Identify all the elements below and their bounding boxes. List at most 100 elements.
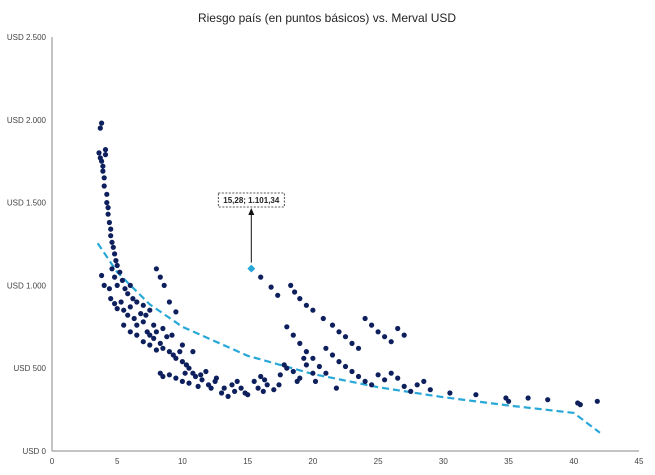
data-point xyxy=(251,378,257,384)
data-point xyxy=(190,370,196,376)
data-point xyxy=(225,393,231,399)
data-point xyxy=(134,299,140,305)
data-point xyxy=(157,370,163,376)
data-point xyxy=(276,382,282,388)
data-point xyxy=(198,372,204,378)
data-point xyxy=(229,382,235,388)
data-point xyxy=(310,370,316,376)
data-point xyxy=(157,274,163,280)
data-point xyxy=(108,226,114,232)
y-tick-label: USD 2.000 xyxy=(7,116,47,125)
data-point xyxy=(447,390,453,396)
data-point xyxy=(160,325,166,332)
data-point xyxy=(99,272,105,279)
data-point xyxy=(130,296,136,302)
data-point xyxy=(255,385,261,391)
data-point xyxy=(138,311,144,317)
data-point xyxy=(114,262,120,269)
data-point xyxy=(275,292,281,298)
data-point xyxy=(134,332,140,338)
data-point xyxy=(179,378,185,384)
data-point xyxy=(395,375,401,381)
data-point xyxy=(219,390,225,396)
data-point xyxy=(173,355,179,361)
data-point xyxy=(110,244,116,250)
x-tick-label: 25 xyxy=(374,457,383,466)
data-point xyxy=(382,377,388,383)
data-point xyxy=(401,332,407,338)
data-point xyxy=(349,368,355,375)
data-point xyxy=(109,239,115,245)
data-point xyxy=(140,319,146,325)
data-point xyxy=(112,251,118,257)
data-point xyxy=(102,152,109,158)
data-point xyxy=(166,299,172,305)
data-point xyxy=(473,392,479,398)
data-point xyxy=(297,340,303,346)
data-point xyxy=(342,363,349,370)
data-point xyxy=(179,342,185,348)
data-point xyxy=(401,383,407,389)
data-point xyxy=(106,219,112,226)
data-point xyxy=(301,355,307,361)
data-point xyxy=(290,332,296,338)
data-point xyxy=(342,334,349,340)
data-point xyxy=(109,266,115,272)
data-point xyxy=(96,150,102,156)
data-point xyxy=(101,282,107,288)
data-point xyxy=(140,302,146,308)
data-point xyxy=(545,397,551,403)
data-point xyxy=(388,339,394,345)
data-point xyxy=(262,377,268,383)
data-point xyxy=(303,302,309,308)
data-point xyxy=(177,349,183,355)
data-point xyxy=(382,334,388,340)
x-tick-label: 40 xyxy=(569,457,578,466)
data-point xyxy=(355,345,362,351)
data-point xyxy=(525,395,531,401)
data-point xyxy=(268,284,274,290)
data-point xyxy=(281,362,287,368)
x-tick-label: 10 xyxy=(178,457,187,466)
data-point xyxy=(312,378,319,384)
highlight-point-group xyxy=(247,264,256,273)
data-point xyxy=(190,349,196,355)
data-point xyxy=(166,372,172,378)
data-point xyxy=(101,175,107,181)
data-point xyxy=(594,398,600,404)
data-point xyxy=(349,340,355,346)
data-point xyxy=(362,315,368,322)
data-point xyxy=(122,286,128,292)
trend-line xyxy=(96,242,601,434)
data-point xyxy=(421,378,427,384)
data-point xyxy=(203,368,209,375)
data-point xyxy=(221,385,227,391)
data-point xyxy=(182,370,188,376)
data-point xyxy=(310,307,316,313)
data-point xyxy=(284,324,290,330)
data-point xyxy=(186,365,192,371)
x-tick-label: 45 xyxy=(635,457,644,466)
data-point xyxy=(125,291,131,297)
data-point xyxy=(375,329,381,335)
data-point xyxy=(310,355,316,361)
highlight-point xyxy=(247,264,256,273)
x-tick-label: 30 xyxy=(439,457,448,466)
annotation-label: 15,28; 1.101,34 xyxy=(223,196,280,205)
data-point xyxy=(232,388,238,394)
y-tick-label: USD 1.000 xyxy=(7,281,47,290)
x-tick-label: 20 xyxy=(308,457,317,466)
data-point xyxy=(277,372,283,378)
data-point xyxy=(161,282,167,288)
data-point xyxy=(303,362,309,368)
data-point xyxy=(151,335,157,341)
annotation-arrowhead xyxy=(248,208,255,215)
data-point xyxy=(316,363,322,370)
data-point xyxy=(104,191,110,197)
data-point xyxy=(408,388,414,394)
data-point xyxy=(323,370,329,376)
data-point xyxy=(258,274,264,280)
x-tick-label: 5 xyxy=(115,457,120,466)
data-point xyxy=(108,233,114,239)
